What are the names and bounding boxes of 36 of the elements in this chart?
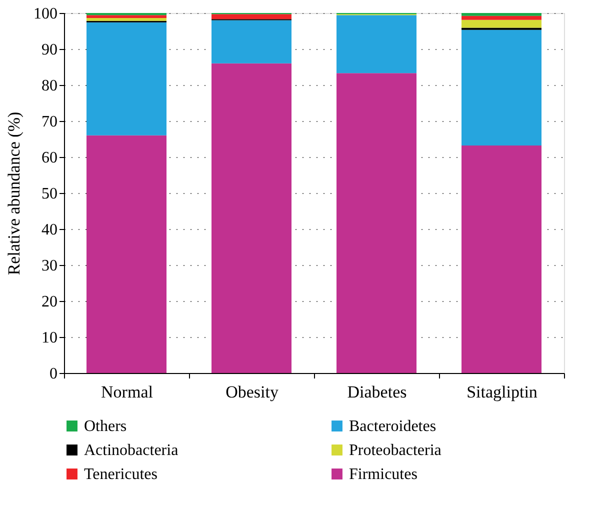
bar <box>462 20 542 28</box>
x-tick-label: Diabetes <box>347 382 407 402</box>
y-tick-label: 80 <box>42 78 58 94</box>
bar <box>462 145 542 373</box>
y-tick-label: 90 <box>42 42 58 58</box>
bar <box>212 14 292 20</box>
legend-label: Others <box>84 418 127 435</box>
bar <box>212 20 292 64</box>
x-tick-label: Normal <box>101 382 154 402</box>
y-tick-label: 20 <box>42 294 58 310</box>
legend-label: Bacteroidetes <box>349 418 436 435</box>
y-tick-label: 40 <box>42 222 58 238</box>
bar <box>336 15 416 74</box>
bar <box>462 13 542 16</box>
legend-label: Proteobacteria <box>349 442 442 459</box>
bar <box>86 15 166 18</box>
x-tick-label: Sitagliptin <box>466 382 538 402</box>
y-tick-label: 70 <box>42 114 58 130</box>
y-tick-label: 100 <box>34 6 58 22</box>
legend-label: Firmicutes <box>349 466 418 483</box>
bar <box>212 63 292 373</box>
legend-label: Actinobacteria <box>84 442 178 459</box>
bar <box>86 135 166 373</box>
y-axis-title: Relative abundance (%) <box>4 112 24 276</box>
bar <box>86 22 166 136</box>
bar <box>462 16 542 20</box>
y-tick-label: 0 <box>50 366 58 382</box>
x-tick-label: Obesity <box>226 382 279 402</box>
y-tick-label: 60 <box>42 150 58 166</box>
y-tick-label: 10 <box>42 330 58 346</box>
y-tick-label: 30 <box>42 258 58 274</box>
bar <box>462 30 542 146</box>
bar <box>86 18 166 21</box>
bar <box>336 73 416 373</box>
legend-label: Tenericutes <box>84 466 158 483</box>
y-tick-label: 50 <box>42 186 58 202</box>
